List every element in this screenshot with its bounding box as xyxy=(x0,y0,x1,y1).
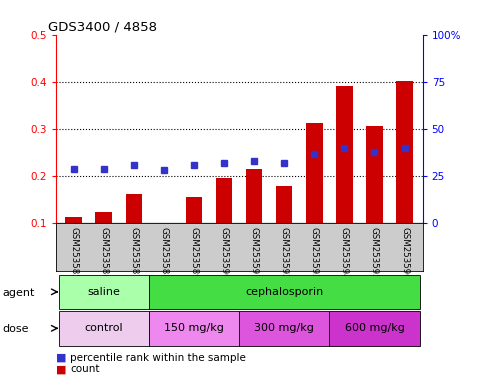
Text: 600 mg/kg: 600 mg/kg xyxy=(344,323,404,333)
Text: control: control xyxy=(85,323,123,333)
Bar xyxy=(366,126,383,223)
Text: dose: dose xyxy=(2,324,29,334)
Text: 150 mg/kg: 150 mg/kg xyxy=(164,323,224,333)
Text: GSM253590: GSM253590 xyxy=(220,227,228,279)
Text: cephalosporin: cephalosporin xyxy=(245,287,323,297)
Text: 300 mg/kg: 300 mg/kg xyxy=(254,323,314,333)
Text: GSM253588: GSM253588 xyxy=(159,227,169,279)
Text: GSM253595: GSM253595 xyxy=(370,227,379,279)
Text: GSM253593: GSM253593 xyxy=(310,227,319,279)
Text: percentile rank within the sample: percentile rank within the sample xyxy=(70,353,246,363)
Text: count: count xyxy=(70,364,99,374)
Bar xyxy=(149,311,239,346)
Bar xyxy=(246,169,262,223)
Text: GSM253585: GSM253585 xyxy=(69,227,78,279)
Text: GSM253586: GSM253586 xyxy=(99,227,108,279)
Bar xyxy=(396,81,413,223)
Text: ■: ■ xyxy=(56,364,66,374)
Bar xyxy=(306,123,323,223)
Bar xyxy=(185,197,202,223)
Bar xyxy=(149,275,420,309)
Text: GDS3400 / 4858: GDS3400 / 4858 xyxy=(48,20,157,33)
Bar xyxy=(96,212,112,223)
Bar xyxy=(216,178,232,223)
Text: GSM253591: GSM253591 xyxy=(250,227,258,279)
Bar xyxy=(336,86,353,223)
Text: GSM253592: GSM253592 xyxy=(280,227,289,279)
Bar xyxy=(58,275,149,309)
Bar xyxy=(239,311,329,346)
Bar xyxy=(65,217,82,223)
Bar xyxy=(329,311,420,346)
Text: GSM253589: GSM253589 xyxy=(189,227,199,279)
Bar xyxy=(156,223,172,264)
Bar xyxy=(126,195,142,223)
Bar xyxy=(58,311,149,346)
Text: GSM253594: GSM253594 xyxy=(340,227,349,279)
Text: ■: ■ xyxy=(56,353,66,363)
Text: GSM253596: GSM253596 xyxy=(400,227,409,279)
Text: agent: agent xyxy=(2,288,35,298)
Bar xyxy=(276,186,293,223)
Text: saline: saline xyxy=(87,287,120,297)
Text: GSM253587: GSM253587 xyxy=(129,227,138,279)
